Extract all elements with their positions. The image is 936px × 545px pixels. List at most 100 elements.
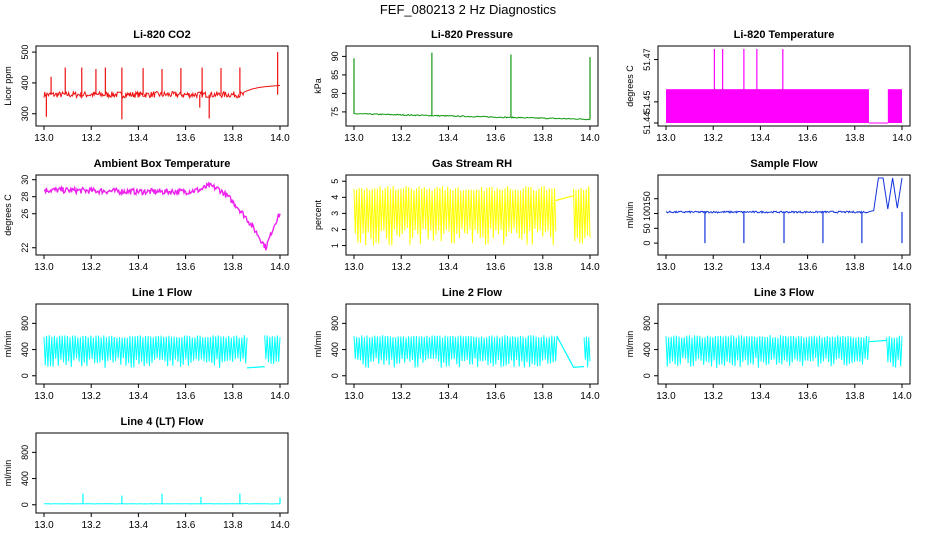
y-tick-label: 400 [20,471,30,486]
series-band [666,335,869,368]
x-tick-label: 14.0 [580,391,600,402]
x-tick-label: 13.2 [391,133,411,144]
bridge-line [556,196,574,201]
y-tick-label: 400 [20,75,30,90]
y-tick-label: 300 [20,106,30,121]
y-tick-label: 3 [330,211,340,216]
series-line [354,113,590,119]
series-line-1 [44,335,280,368]
x-tick-label: 13.6 [798,133,818,144]
y-axis-label: ml/min [625,202,635,229]
series-band [265,335,280,364]
y-tick-label: 50 [642,223,652,233]
x-tick-label: 13.6 [176,391,196,402]
x-tick-label: 13.4 [129,520,149,531]
x-tick-label: 13.4 [439,391,459,402]
x-tick-label: 14.0 [270,262,290,273]
series-sample-flow [666,178,902,243]
x-tick-label: 13.2 [703,391,723,402]
y-tick-label: 85 [330,70,340,80]
chart-title: Sample Flow [750,158,818,170]
chart-title: Li-820 Pressure [431,29,513,41]
y-tick-label: 150 [642,191,652,206]
x-tick-label: 13.8 [223,262,243,273]
y-tick-label: 26 [20,209,30,219]
chart-title: Gas Stream RH [432,158,512,170]
series-co2 [44,52,280,119]
y-tick-label: 400 [642,342,652,357]
y-tick-label: 400 [330,342,340,357]
x-tick-label: 13.4 [439,133,459,144]
y-axis-label: Licor ppm [3,66,13,106]
y-axis-label: degrees C [625,65,635,107]
y-tick-label: 0 [20,373,30,378]
y-axis-label: ml/min [3,331,13,358]
series-band [574,186,591,244]
x-tick-label: 13.6 [486,262,506,273]
figure-title: FEF_080213 2 Hz Diagnostics [0,2,936,17]
x-tick-label: 13.6 [176,520,196,531]
y-tick-label: 800 [20,316,30,331]
x-tick-label: 13.8 [223,520,243,531]
y-tick-label: 90 [330,51,340,61]
y-tick-label: 800 [642,316,652,331]
y-tick-label: 51.44 [642,112,652,135]
chart-title: Line 4 (LT) Flow [121,416,204,428]
y-tick-label: 800 [330,316,340,331]
x-tick-label: 13.8 [223,133,243,144]
x-tick-label: 13.2 [391,391,411,402]
x-tick-label: 14.0 [892,391,912,402]
y-tick-label: 51.47 [642,48,652,71]
x-tick-label: 14.0 [580,262,600,273]
y-axis-label: ml/min [3,460,13,487]
y-axis-label: ml/min [313,331,323,358]
x-tick-label: 13.0 [34,520,54,531]
x-tick-label: 13.8 [533,391,553,402]
series-temperature [666,49,902,123]
y-tick-label: 0 [642,373,652,378]
bridge-line [247,367,265,368]
x-tick-label: 13.6 [486,133,506,144]
x-tick-label: 13.8 [845,133,865,144]
chart-title: Line 3 Flow [754,287,814,299]
x-tick-label: 13.4 [751,262,771,273]
x-tick-label: 13.4 [439,262,459,273]
x-tick-label: 13.8 [533,133,553,144]
y-tick-label: 1 [330,243,340,248]
x-tick-label: 13.6 [176,133,196,144]
chart-title: Ambient Box Temperature [94,158,231,170]
series-line [666,178,902,213]
chart-title: Li-820 Temperature [734,29,835,41]
series-pressure [354,53,590,120]
y-axis-label: percent [313,199,323,230]
plot-frame [36,175,288,255]
x-tick-label: 13.0 [344,133,364,144]
x-tick-label: 14.0 [580,133,600,144]
filled-band [888,89,902,123]
x-tick-label: 14.0 [270,520,290,531]
series-box-temp [44,183,280,250]
x-tick-label: 13.0 [344,391,364,402]
x-tick-label: 13.0 [34,133,54,144]
x-tick-label: 13.0 [656,391,676,402]
y-tick-label: 100 [642,206,652,221]
x-tick-label: 13.2 [703,262,723,273]
y-tick-label: 51.45 [642,91,652,114]
series-line-4 [44,494,280,504]
x-tick-label: 13.6 [176,262,196,273]
y-axis-label: ml/min [625,331,635,358]
y-tick-label: 500 [20,45,30,60]
y-axis-label: degrees C [3,194,13,236]
x-tick-label: 13.8 [845,391,865,402]
y-tick-label: 28 [20,192,30,202]
x-tick-label: 13.4 [751,391,771,402]
